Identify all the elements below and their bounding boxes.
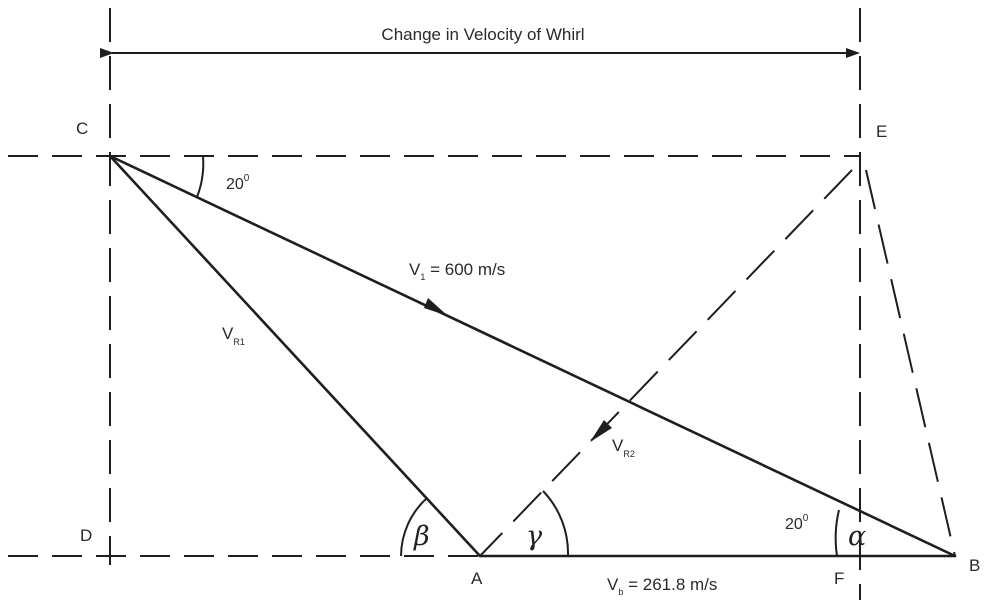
angle-arc-top [196, 155, 205, 198]
vr1-vector-line [108, 154, 482, 558]
angle-label-top: 200 [226, 173, 250, 193]
v1-direction-arrow [424, 298, 448, 316]
point-label-d: D [80, 526, 92, 545]
angle-arc-beta [400, 497, 428, 557]
vr1-label: VR1 [222, 324, 245, 347]
vr2-vector-line [479, 169, 853, 557]
point-label-a: A [471, 569, 483, 588]
angle-arc-alpha [834, 509, 840, 557]
point-label-b: B [969, 556, 980, 575]
vb-label: Vb = 261.8 m/s [607, 575, 717, 597]
angle-arc-gamma [542, 490, 570, 557]
angle-gamma-symbol: γ [526, 521, 543, 552]
v1-vector-line [108, 154, 957, 558]
angle-beta-symbol: β [413, 521, 430, 552]
v2-vector-line [865, 169, 956, 557]
angle-label-right: 200 [785, 513, 809, 533]
angle-alpha-symbol: α [848, 521, 866, 552]
vr2-direction-arrow [590, 420, 612, 442]
point-label-e: E [876, 122, 887, 141]
point-label-c: C [76, 119, 88, 138]
point-label-f: F [834, 569, 844, 588]
v1-label: V1 = 600 m/s [409, 260, 505, 282]
whirl-change-label: Change in Velocity of Whirl [381, 25, 584, 44]
vr2-label: VR2 [612, 436, 635, 459]
